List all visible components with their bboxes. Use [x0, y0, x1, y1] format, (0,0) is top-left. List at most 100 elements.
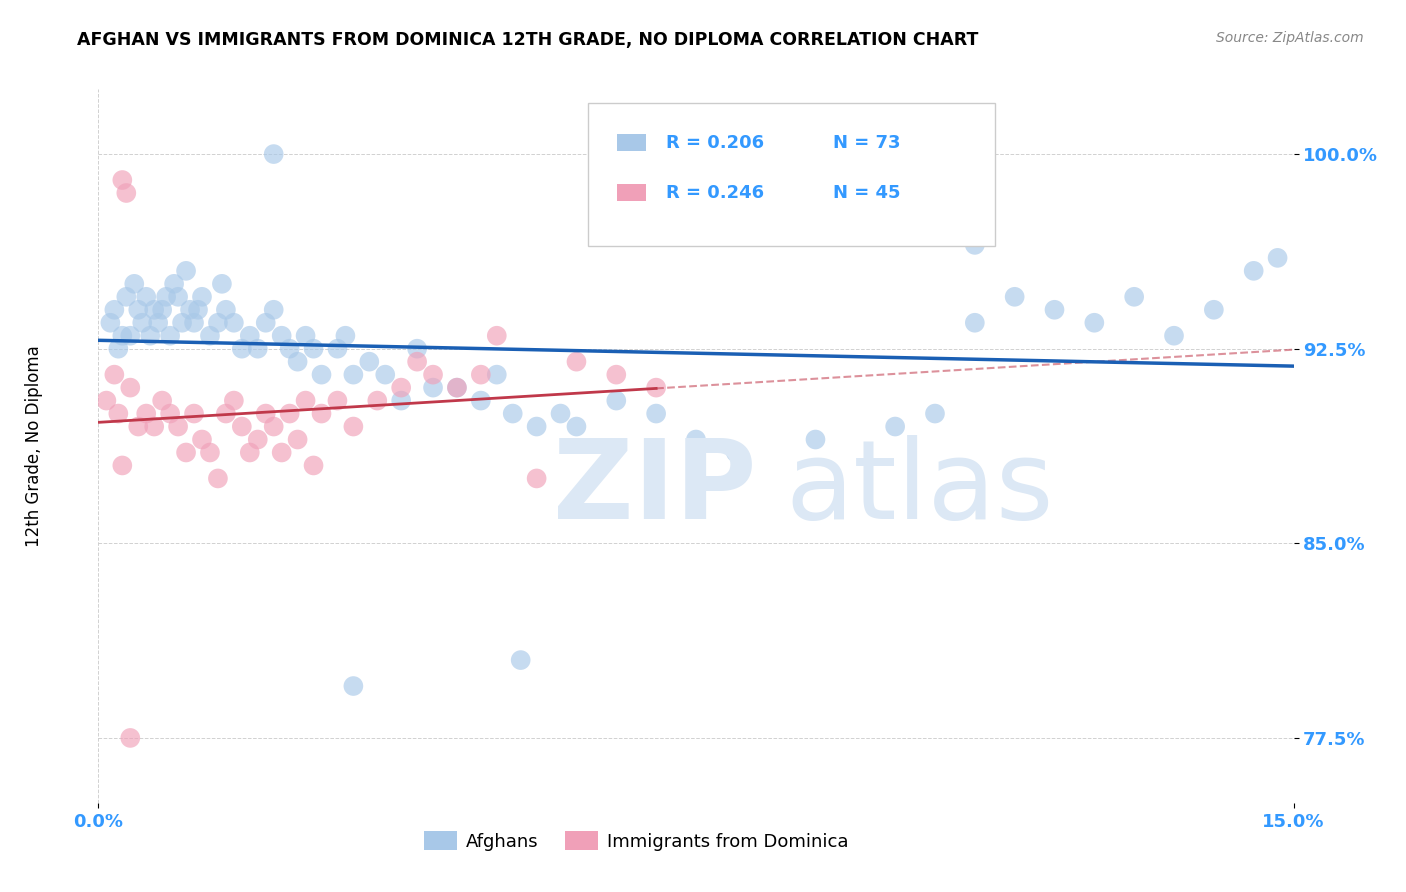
Point: [215, 302, 238, 317]
Point: [342, 679, 364, 693]
Point: [207, 471, 229, 485]
Point: [326, 342, 349, 356]
Point: [287, 433, 309, 447]
Text: N = 45: N = 45: [834, 184, 901, 202]
Point: [526, 471, 548, 485]
FancyBboxPatch shape: [589, 103, 995, 246]
Point: [645, 381, 668, 395]
Point: [207, 316, 229, 330]
Point: [302, 342, 325, 356]
Point: [174, 264, 197, 278]
Point: [485, 328, 508, 343]
Point: [96, 393, 118, 408]
Point: [107, 407, 129, 421]
Point: [143, 302, 166, 317]
Point: [1043, 302, 1066, 317]
Point: [174, 445, 197, 459]
Point: [239, 445, 262, 459]
Point: [605, 368, 627, 382]
Point: [254, 407, 277, 421]
Point: [550, 407, 572, 421]
Point: [1163, 328, 1185, 343]
Point: [150, 302, 173, 317]
Y-axis label: 12th Grade, No Diploma: 12th Grade, No Diploma: [25, 345, 42, 547]
Point: [263, 302, 285, 317]
Point: [135, 407, 157, 421]
Point: [565, 419, 588, 434]
Point: [294, 393, 316, 408]
Point: [191, 433, 214, 447]
Text: R = 0.246: R = 0.246: [666, 184, 765, 202]
Text: N = 73: N = 73: [834, 134, 901, 152]
Point: [1083, 316, 1105, 330]
Point: [187, 302, 209, 317]
Point: [502, 407, 524, 421]
Text: Source: ZipAtlas.com: Source: ZipAtlas.com: [1216, 31, 1364, 45]
Point: [389, 393, 412, 408]
Point: [645, 407, 668, 421]
Point: [148, 316, 170, 330]
Point: [198, 445, 221, 459]
Point: [198, 328, 221, 343]
Point: [446, 381, 468, 395]
Point: [335, 328, 357, 343]
Point: [159, 407, 181, 421]
Point: [124, 277, 146, 291]
Point: [127, 302, 149, 317]
Point: [884, 419, 907, 434]
Point: [565, 354, 588, 368]
Point: [191, 290, 214, 304]
Point: [163, 277, 186, 291]
Point: [263, 419, 285, 434]
Point: [172, 316, 194, 330]
Point: [263, 147, 285, 161]
Point: [103, 368, 125, 382]
Point: [120, 328, 142, 343]
Point: [963, 316, 986, 330]
Point: [302, 458, 325, 473]
Point: [342, 368, 364, 382]
Point: [724, 445, 747, 459]
Point: [359, 354, 381, 368]
Point: [155, 290, 177, 304]
Point: [159, 328, 181, 343]
Point: [103, 302, 125, 317]
Point: [278, 342, 301, 356]
Point: [342, 419, 364, 434]
Point: [406, 354, 429, 368]
Point: [287, 354, 309, 368]
Point: [1243, 264, 1265, 278]
Point: [254, 316, 277, 330]
Point: [605, 393, 627, 408]
FancyBboxPatch shape: [617, 134, 645, 152]
Point: [179, 302, 201, 317]
Point: [120, 381, 142, 395]
Point: [270, 445, 292, 459]
Point: [222, 393, 245, 408]
Point: [167, 290, 190, 304]
Point: [1202, 302, 1225, 317]
Point: [246, 342, 269, 356]
FancyBboxPatch shape: [617, 184, 645, 202]
Point: [1123, 290, 1146, 304]
Point: [111, 173, 134, 187]
Text: ZIP: ZIP: [553, 435, 756, 542]
Point: [183, 407, 205, 421]
Point: [446, 381, 468, 395]
Point: [143, 419, 166, 434]
Point: [115, 290, 138, 304]
Point: [294, 328, 316, 343]
Point: [211, 277, 233, 291]
Point: [115, 186, 138, 200]
Point: [526, 419, 548, 434]
Point: [374, 368, 396, 382]
Point: [111, 328, 134, 343]
Point: [470, 368, 492, 382]
Point: [422, 381, 444, 395]
Point: [485, 368, 508, 382]
Point: [150, 393, 173, 408]
Point: [231, 342, 253, 356]
Point: [924, 407, 946, 421]
Point: [509, 653, 531, 667]
Point: [1267, 251, 1289, 265]
